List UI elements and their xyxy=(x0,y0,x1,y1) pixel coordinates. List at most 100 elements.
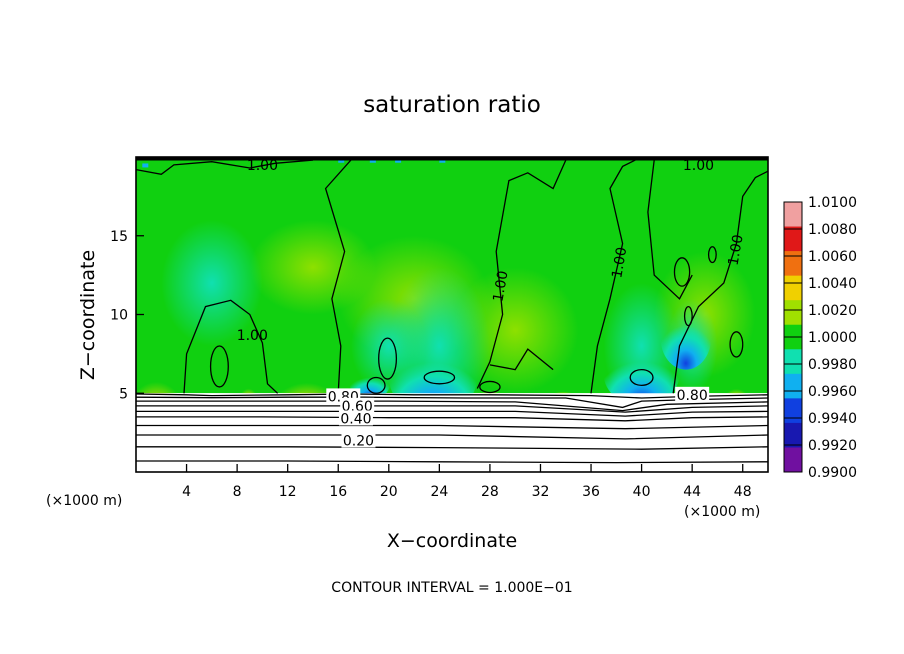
contour-label: 1.00 xyxy=(726,233,747,266)
field-speckle xyxy=(142,163,149,168)
field-patch xyxy=(660,306,712,370)
contour-label: 0.40 xyxy=(338,410,373,427)
contour-label-text: 1.00 xyxy=(609,246,630,279)
contour-loop xyxy=(209,345,229,388)
contour-loop xyxy=(629,368,654,387)
contour-label: 0.80 xyxy=(675,386,710,404)
contour-line xyxy=(136,159,314,175)
x-axis: 4 8 12 16 20 24 28 32 36 40 44 48 xyxy=(182,464,752,500)
colorbar-swatch xyxy=(784,226,802,252)
colorbar-swatch xyxy=(784,447,802,473)
contour-lines xyxy=(136,159,768,464)
contour-line xyxy=(476,159,567,389)
contour-label: 1.00 xyxy=(683,158,714,174)
contour-interval-note: CONTOUR INTERVAL = 1.000E−01 xyxy=(331,580,572,596)
contour-line xyxy=(183,299,279,394)
x-axis-label: X−coordinate xyxy=(387,530,517,552)
colorbar-label: 0.9900 xyxy=(808,465,857,481)
x-tick-label: 48 xyxy=(734,484,752,500)
contour-line xyxy=(136,460,768,464)
contour-label-text: 0.40 xyxy=(340,411,371,427)
colorbar-swatch xyxy=(784,349,802,375)
contour-label-bg xyxy=(341,432,376,448)
colorbar: 1.0100 1.0080 1.0060 1.0040 1.0020 1.0000 0.99… xyxy=(783,195,857,481)
y-axis: 5 10 15 xyxy=(110,229,144,402)
x-unit-left: (×1000 m) xyxy=(46,493,122,509)
contour-line xyxy=(647,160,693,300)
x-tick-label: 32 xyxy=(532,484,550,500)
contour-label-text: 1.00 xyxy=(490,270,511,303)
colorbar-swatch xyxy=(784,251,802,277)
contour-line xyxy=(324,159,352,394)
x-tick-label: 28 xyxy=(481,484,499,500)
contour-label-text: 1.00 xyxy=(237,328,268,344)
x-tick-label: 24 xyxy=(430,484,448,500)
contour-loop xyxy=(707,246,717,264)
contour-label: 1.00 xyxy=(490,270,511,303)
colorbar-label: 1.0000 xyxy=(808,330,857,346)
colorbar-swatch xyxy=(784,422,802,448)
contour-label-text: 1.00 xyxy=(247,158,278,174)
colorbar-label: 1.0100 xyxy=(808,195,857,211)
colorbar-swatch xyxy=(784,202,802,228)
contour-loop xyxy=(673,257,691,287)
contour-label: 1.00 xyxy=(247,158,278,174)
contour-label-bg xyxy=(340,397,375,413)
x-tick-label: 44 xyxy=(683,484,701,500)
contour-line xyxy=(136,393,768,399)
x-tick-label: 12 xyxy=(279,484,297,500)
contour-loop xyxy=(479,380,501,394)
contour-label: 1.00 xyxy=(237,328,268,344)
plot-area: 1.00 1.001.001.001.00 1.000.800.800.600.40… xyxy=(135,156,769,473)
contour-labels: 1.00 1.001.001.001.00 1.000.800.800.600.40… xyxy=(237,158,747,450)
contour-line xyxy=(136,405,768,413)
contour-label-bg xyxy=(675,386,710,402)
contour-line xyxy=(590,159,636,394)
x-tick-label: 40 xyxy=(633,484,651,500)
y-tick-label: 15 xyxy=(110,229,128,245)
contour-loop xyxy=(423,370,456,385)
colorbar-label: 1.0020 xyxy=(808,303,857,319)
colorbar-swatch xyxy=(784,398,802,424)
contour-line xyxy=(136,396,768,409)
colorbar-swatch xyxy=(784,373,802,399)
y-tick-label: 10 xyxy=(110,308,128,324)
contour-line xyxy=(136,424,768,430)
contour-line xyxy=(136,446,768,450)
field-dry-layer-cover xyxy=(136,393,768,472)
colorbar-swatch xyxy=(784,275,802,301)
chart-title: saturation ratio xyxy=(363,92,541,118)
contour-label-text: 0.80 xyxy=(677,388,708,404)
contour-label: 0.20 xyxy=(341,432,376,450)
x-tick-label: 4 xyxy=(182,484,191,500)
contour-loop xyxy=(366,376,386,394)
contour-loop xyxy=(683,305,693,327)
contour-line xyxy=(672,170,768,394)
contour-label-text: 1.00 xyxy=(726,233,747,266)
contour-line xyxy=(136,410,768,417)
colorbar-label: 0.9940 xyxy=(808,411,857,427)
colorbar-label: 1.0080 xyxy=(808,222,857,238)
contour-loop xyxy=(378,337,398,380)
y-tick-label: 5 xyxy=(119,386,128,402)
field-speckle xyxy=(338,158,345,163)
field-colors xyxy=(136,157,768,472)
colorbar-label: 1.0060 xyxy=(808,249,857,265)
contour-label-bg xyxy=(338,410,373,426)
x-tick-label: 20 xyxy=(380,484,398,500)
field-patch xyxy=(161,220,263,346)
colorbar-label: 0.9920 xyxy=(808,438,857,454)
x-tick-label: 36 xyxy=(582,484,600,500)
contour-loop xyxy=(729,331,744,358)
x-unit-right: (×1000 m) xyxy=(684,504,760,520)
y-axis-label: Z−coordinate xyxy=(77,250,99,380)
contour-label-text: 1.00 xyxy=(683,158,714,174)
field-patch xyxy=(603,342,680,406)
colorbar-label: 0.9960 xyxy=(808,384,857,400)
contour-line xyxy=(136,400,768,412)
contour-line xyxy=(136,416,768,422)
x-tick-label: 16 xyxy=(329,484,347,500)
contour-label: 1.00 xyxy=(609,246,630,279)
field-patch xyxy=(249,220,377,315)
